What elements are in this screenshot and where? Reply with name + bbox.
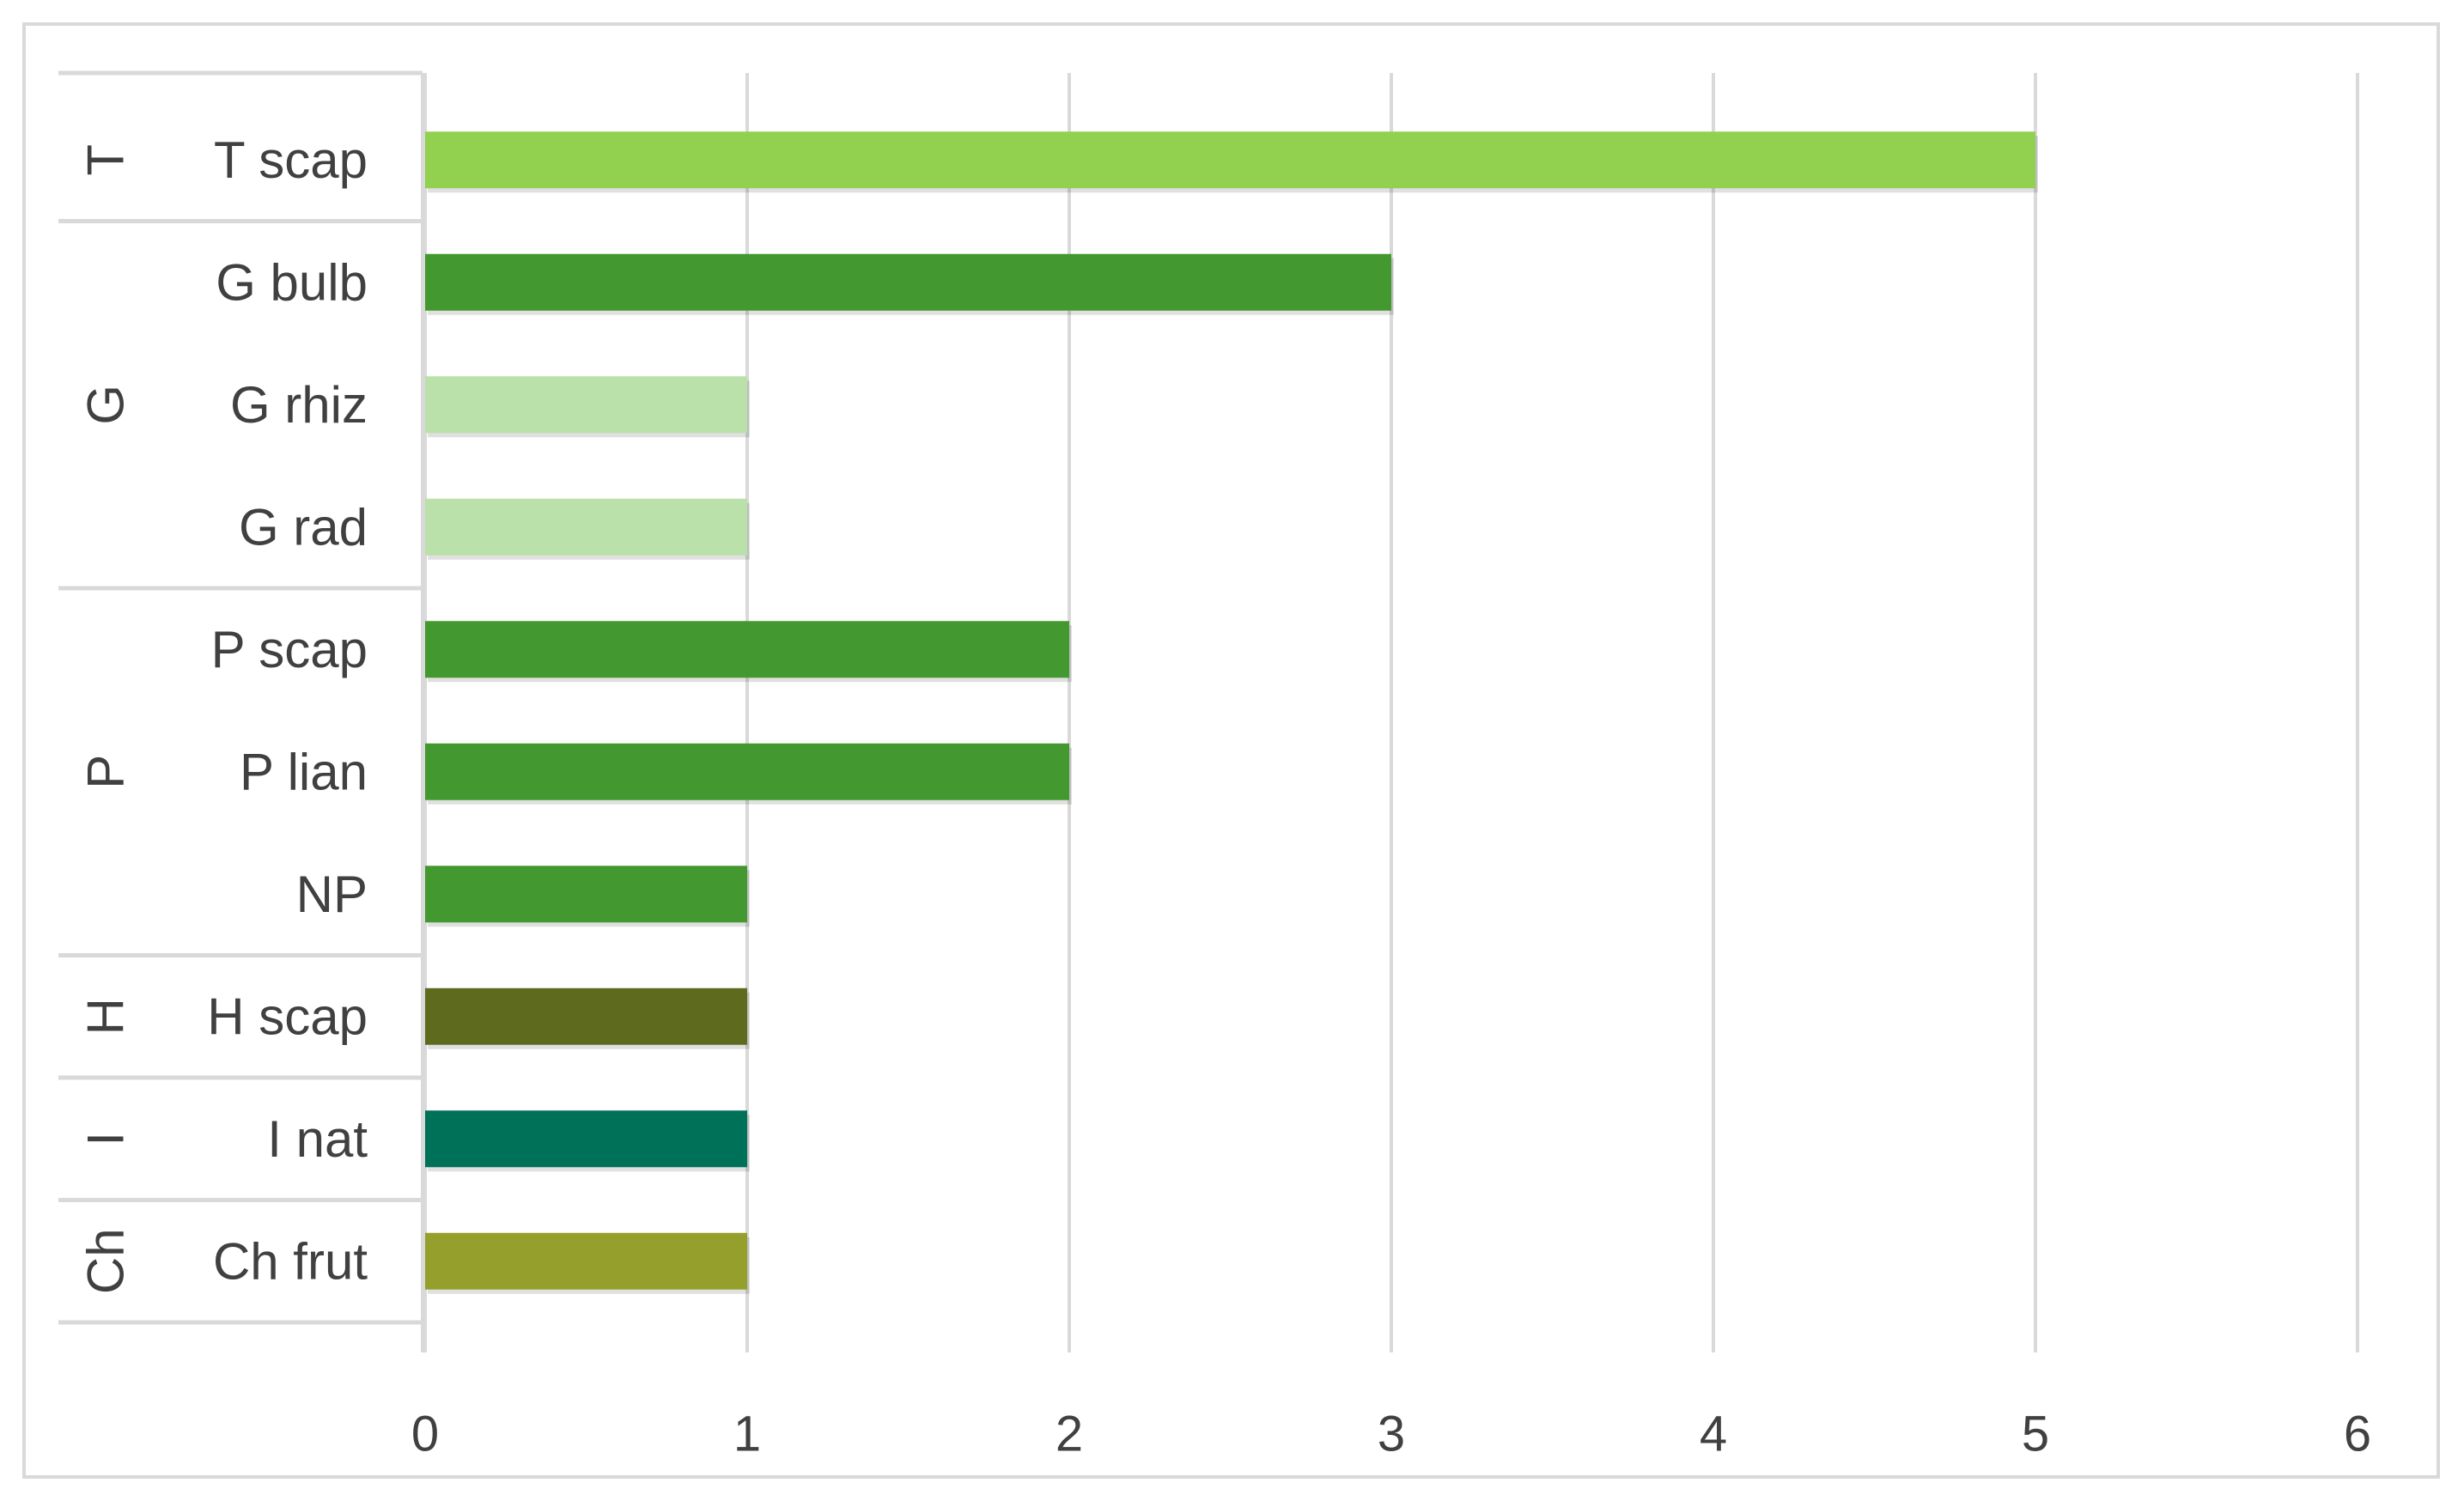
bar-g-rad [425,498,747,556]
tick-label-6: 6 [2344,1407,2371,1462]
bar-t-scap [425,131,2035,189]
bar-p-lian [425,743,1069,800]
tick-label-5: 5 [2022,1407,2049,1462]
category-label-g-rhiz: G rhiz [230,376,368,434]
bar-i-nat [425,1110,747,1168]
tick-label-4: 4 [1700,1407,1727,1462]
group-label-h: H [77,998,135,1035]
bar-g-rhiz [425,376,747,434]
category-label-p-lian: P lian [240,743,368,800]
group-label-g: G [77,385,135,425]
bar-np [425,866,747,923]
category-axis: T G P H I Ch T scap G bulb G rhiz G rad P scap P li… [58,70,424,1352]
tick-label-2: 2 [1056,1407,1083,1462]
bar-chart: T G P H I Ch T scap G bulb G rhiz G rad P scap P li… [58,70,2371,1462]
group-label-p: P [77,755,135,789]
group-label-i: I [77,1132,135,1146]
tick-label-0: 0 [411,1407,439,1462]
category-label-ch-frut: Ch frut [213,1232,368,1290]
category-label-t-scap: T scap [214,131,368,189]
bar-ch-frut [425,1232,747,1290]
bar-h-scap [425,988,747,1045]
group-label-t: T [77,144,135,176]
category-label-p-scap: P scap [211,621,368,678]
bar-g-bulb [425,253,1391,311]
group-label-ch: Ch [77,1228,135,1294]
bars [425,131,2038,1294]
value-axis: 0 1 2 3 4 5 6 [411,1407,2371,1462]
chart-frame: T G P H I Ch T scap G bulb G rhiz G rad P scap P li… [22,22,2440,1479]
tick-label-1: 1 [733,1407,761,1462]
category-label-np: NP [296,866,368,923]
category-label-g-bulb: G bulb [216,253,368,311]
category-label-g-rad: G rad [239,498,368,556]
tick-label-3: 3 [1378,1407,1405,1462]
category-label-i-nat: I nat [267,1110,368,1168]
category-label-h-scap: H scap [207,988,368,1045]
bar-p-scap [425,621,1069,678]
